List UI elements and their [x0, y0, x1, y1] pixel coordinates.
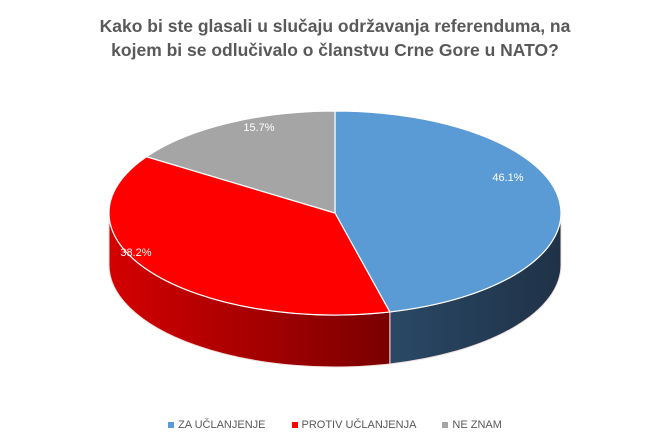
data-label-0: 46.1%	[492, 172, 523, 184]
data-labels: 46.1% 38.2% 15.7%	[120, 122, 523, 259]
chart-title-line-1: Kako bi ste glasali u slučaju održavanja…	[99, 16, 571, 36]
legend-label: NE ZNAM	[452, 419, 502, 431]
pie-slice-1[interactable]	[108, 156, 391, 316]
chart-title-line-2: kojem bi se odlučivalo o članstvu Crne G…	[111, 40, 559, 60]
chart-title: Kako bi ste glasali u slučaju održavanja…	[0, 14, 670, 62]
legend-label: PROTIV UČLANJENJA	[301, 419, 417, 431]
legend-item-protiv: PROTIV UČLANJENJA	[291, 419, 417, 431]
legend-swatch-icon	[291, 422, 298, 428]
legend-label: ZA UČLANJENJE	[178, 419, 266, 431]
data-label-1: 38.2%	[120, 247, 151, 259]
pie-slices	[108, 110, 562, 368]
pie-slice-2[interactable]	[145, 110, 336, 214]
legend: ZA UČLANJENJE PROTIV UČLANJENJA NE ZNAM	[0, 419, 670, 431]
legend-item-za: ZA UČLANJENJE	[168, 419, 266, 431]
legend-item-ne-znam: NE ZNAM	[442, 419, 502, 431]
data-label-2: 15.7%	[243, 122, 274, 134]
legend-swatch-icon	[442, 422, 449, 428]
pie-slice-0[interactable]	[334, 110, 562, 313]
legend-swatch-icon	[168, 422, 175, 428]
